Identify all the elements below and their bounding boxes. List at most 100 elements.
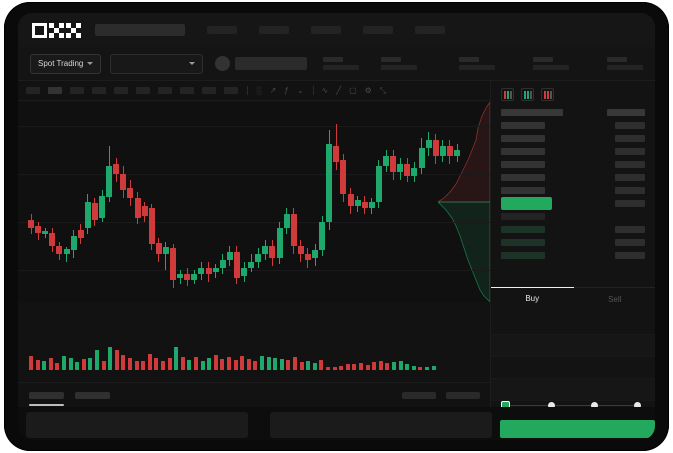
stat-label	[381, 57, 402, 62]
orderbook-asks-icon[interactable]	[541, 88, 554, 101]
volume-bar-43	[312, 363, 317, 370]
volume-bar-53	[378, 361, 383, 370]
volume-bar-22	[174, 347, 179, 370]
orderbook-both-icon[interactable]	[501, 88, 514, 101]
nav-item-4[interactable]	[415, 26, 445, 34]
volume-bar-27	[207, 358, 212, 370]
ruler-icon[interactable]: ╱	[336, 85, 342, 95]
candle-body	[375, 166, 382, 202]
orderbook-ask-row[interactable]	[491, 171, 655, 184]
timeframe-btn-8[interactable]	[202, 87, 216, 94]
timeframe-btn-7[interactable]	[180, 87, 194, 94]
form-field-3[interactable]	[491, 379, 655, 401]
volume-bar-32	[240, 356, 245, 370]
timeframe-btn-6[interactable]	[158, 87, 172, 94]
candle-body	[319, 222, 326, 250]
candle-body	[42, 231, 49, 234]
volume-bar-5	[62, 356, 66, 370]
timeframe-btn-0[interactable]	[26, 87, 40, 94]
chart-gridline-1	[18, 174, 490, 175]
depth-chart-svg	[438, 102, 490, 302]
candle-body	[418, 148, 425, 168]
timeframe-btn-5[interactable]	[136, 87, 150, 94]
orderbook-ask-row[interactable]	[491, 184, 655, 197]
nav-item-1[interactable]	[259, 26, 289, 34]
volume-bar-17	[141, 361, 146, 370]
ticker-stat-2	[459, 57, 496, 70]
slider-node-3[interactable]	[634, 402, 641, 409]
form-field-1[interactable]	[491, 335, 655, 357]
current-amount	[615, 200, 645, 207]
orderbook-ask-row[interactable]	[491, 158, 655, 171]
volume-bar-48	[345, 364, 350, 370]
candle-body	[170, 248, 176, 280]
tab-sell[interactable]: Sell	[608, 294, 622, 304]
footer-panel-1[interactable]	[270, 412, 492, 438]
chevron-down-icon[interactable]: ⌄	[296, 85, 304, 95]
nav-item-3[interactable]	[363, 26, 393, 34]
settings-icon[interactable]: ⚙	[364, 85, 372, 95]
timeframe-btn-4[interactable]	[114, 87, 128, 94]
bottom-action-1[interactable]	[446, 391, 480, 399]
pair-select[interactable]	[110, 53, 204, 74]
ask-amount	[615, 135, 645, 142]
slider-node-1[interactable]	[548, 402, 555, 409]
volume-bar-57	[405, 364, 410, 370]
candle-body	[241, 268, 247, 276]
indicators-icon[interactable]: ƒ	[284, 85, 289, 95]
orderbook-bid-row[interactable]	[491, 223, 655, 236]
orderbook-bid-row[interactable]	[491, 236, 655, 249]
candle-body	[205, 268, 212, 274]
bottom-tab-actions	[402, 391, 480, 399]
volume-bar-6	[68, 358, 73, 370]
candle-body	[432, 140, 439, 156]
spot-trading-dropdown[interactable]: Spot Trading	[30, 53, 102, 74]
footer-panel-0[interactable]	[26, 412, 248, 438]
candle-wick	[165, 242, 167, 270]
bottom-action-0[interactable]	[402, 391, 436, 399]
candle-body	[113, 164, 120, 174]
volume-bar-37	[273, 358, 278, 370]
volume-bar-18	[147, 354, 152, 370]
wave-indicator-icon[interactable]: ∿	[321, 85, 329, 95]
search-input[interactable]	[95, 24, 185, 36]
slider-node-2[interactable]	[591, 402, 598, 409]
orderbook-bids-icon[interactable]	[521, 88, 534, 101]
timeframe-btn-2[interactable]	[70, 87, 84, 94]
orderbook-ask-row[interactable]	[491, 119, 655, 132]
volume-bar-16	[134, 361, 139, 370]
footer-action-button[interactable]	[500, 420, 655, 438]
bid-qty	[501, 213, 545, 220]
form-field-2[interactable]	[491, 357, 655, 379]
line-chart-icon[interactable]: ↗	[269, 85, 277, 95]
volume-bar-35	[260, 356, 264, 370]
okx-logo[interactable]	[32, 22, 81, 38]
camera-icon[interactable]: ▢	[349, 85, 357, 95]
bottom-tab-0[interactable]	[29, 391, 64, 406]
stat-label	[607, 57, 628, 62]
nav-item-2[interactable]	[311, 26, 341, 34]
volume-bar-47	[339, 366, 344, 370]
candle-body	[383, 156, 389, 166]
candle-body	[184, 274, 191, 280]
volume-bar-14	[121, 355, 126, 370]
candlestick-icon[interactable]: ░	[256, 85, 262, 95]
nav-item-0[interactable]	[207, 26, 237, 34]
fullscreen-icon[interactable]: ⤡	[379, 85, 387, 95]
tab-buy[interactable]: Buy	[491, 287, 574, 309]
orderbook-ask-row[interactable]	[491, 145, 655, 158]
form-field-0[interactable]	[491, 313, 655, 335]
candle-body	[326, 144, 333, 222]
candle-body	[361, 202, 368, 208]
timeframe-btn-1[interactable]	[48, 87, 62, 94]
volume-bar-33	[246, 359, 251, 370]
timeframe-btn-3[interactable]	[92, 87, 106, 94]
orderbook-bid-row[interactable]	[491, 249, 655, 262]
orderbook-ask-row[interactable]	[491, 132, 655, 145]
candlestick-chart[interactable]	[18, 102, 490, 302]
bottom-tab-1[interactable]	[75, 391, 110, 399]
bid-qty	[501, 239, 545, 246]
timeframe-btn-9[interactable]	[224, 87, 238, 94]
orderbook-bid-row[interactable]	[491, 210, 655, 223]
bid-qty	[501, 226, 545, 233]
